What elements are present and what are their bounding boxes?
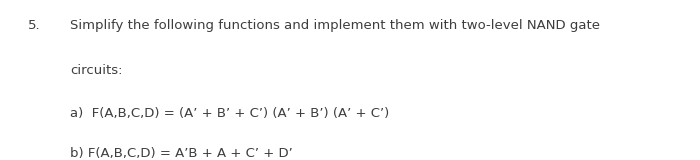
- Text: b) F(A,B,C,D) = A’B + A + C’ + D’: b) F(A,B,C,D) = A’B + A + C’ + D’: [70, 147, 293, 160]
- Text: 5.: 5.: [28, 19, 41, 32]
- Text: Simplify the following functions and implement them with two-level NAND gate: Simplify the following functions and imp…: [70, 19, 600, 32]
- Text: circuits:: circuits:: [70, 64, 122, 77]
- Text: a)  F(A,B,C,D) = (A’ + B’ + C’) (A’ + B’) (A’ + C’): a) F(A,B,C,D) = (A’ + B’ + C’) (A’ + B’)…: [70, 107, 389, 120]
